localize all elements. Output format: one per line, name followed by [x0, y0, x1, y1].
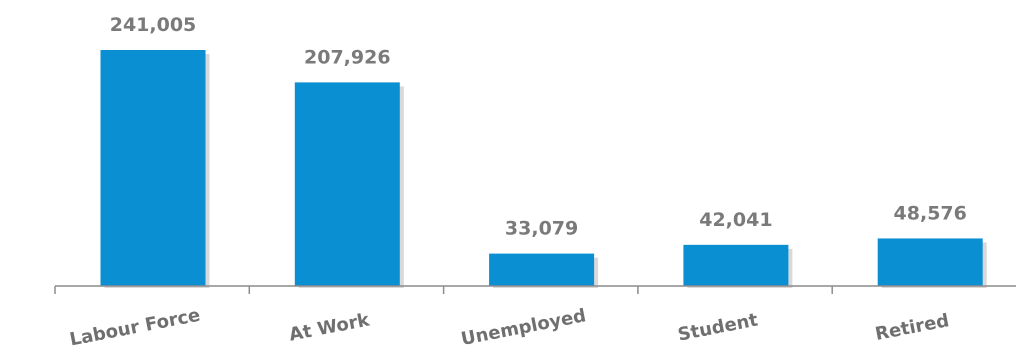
value-label: 241,005	[110, 14, 197, 36]
value-label: 42,041	[699, 209, 772, 231]
bar-shadows	[104, 54, 987, 288]
category-label: Student	[676, 310, 760, 346]
bar-unemployed	[489, 253, 595, 286]
bar-student	[683, 244, 789, 286]
value-label: 207,926	[304, 46, 391, 68]
category-label: Labour Force	[68, 305, 202, 351]
value-label: 33,079	[505, 218, 578, 240]
value-labels: 241,005 207,926 33,079 42,041 48,576	[110, 14, 967, 240]
value-label: 48,576	[894, 202, 967, 224]
bar-at-work	[294, 82, 400, 286]
bar-labour-force	[100, 50, 206, 286]
category-label: At Work	[287, 309, 372, 345]
category-label: Retired	[873, 310, 950, 345]
x-axis-ticks	[54, 286, 833, 294]
bar-retired	[877, 238, 983, 286]
category-labels: Labour Force At Work Unemployed Student Reti…	[68, 305, 951, 351]
category-label: Unemployed	[459, 305, 587, 350]
bars	[100, 50, 983, 286]
